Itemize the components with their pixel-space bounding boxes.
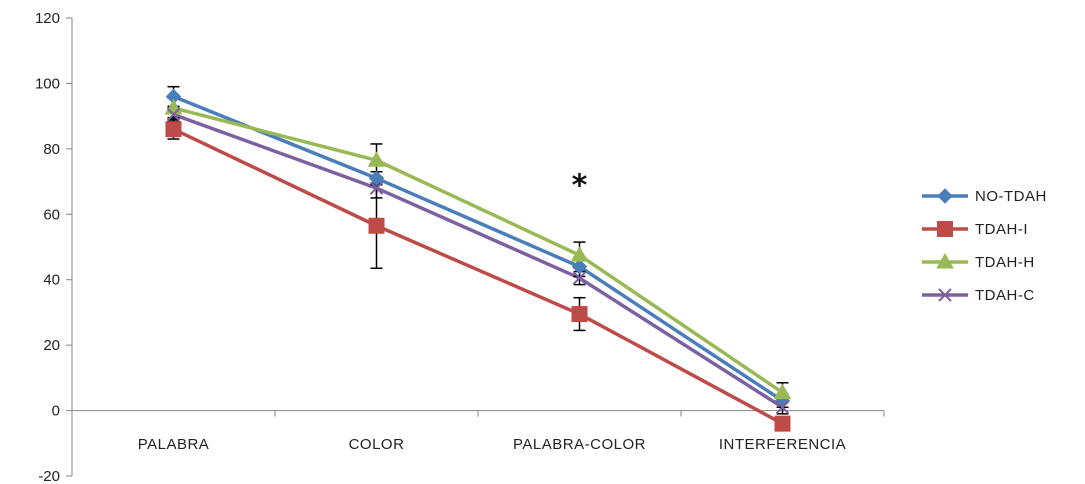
data-point-tdah-h (367, 151, 386, 167)
y-tick-label: -20 (38, 468, 60, 484)
y-tick-label: 60 (43, 206, 60, 223)
legend-item-tdah-c: TDAH-C (922, 287, 1035, 304)
series-line-tdah-c (172, 112, 784, 409)
series-line-tdah-h (173, 106, 784, 395)
data-point-tdah-i (774, 415, 791, 432)
data-point-no-tdah (571, 258, 588, 275)
legend-marker (936, 252, 954, 269)
data-point-tdah-c (369, 181, 384, 195)
legend-label: TDAH-H (975, 254, 1035, 271)
legend-item-tdah-h: TDAH-H (922, 252, 1035, 271)
plot-area: -20 0 20 40 60 80 100 120 PALABRA COLOR PALABRA-CO… (35, 10, 885, 484)
series-line-no-tdah (172, 94, 784, 403)
legend-label: TDAH-C (975, 287, 1035, 304)
y-tick-label: 0 (52, 403, 60, 420)
legend: NO-TDAH TDAH-I TDAH-H TDAH-C (922, 188, 1047, 304)
legend-label: TDAH-I (975, 221, 1028, 238)
data-point-tdah-i (571, 306, 588, 323)
data-point-tdah-c (572, 271, 587, 285)
legend-item-tdah-i: TDAH-I (922, 221, 1028, 238)
x-category-label: PALABRA (138, 436, 210, 453)
data-point-tdah-h (773, 383, 792, 400)
data-point-tdah-i (165, 121, 182, 138)
data-point-tdah-c (166, 107, 181, 122)
y-tick-label: 100 (35, 75, 60, 92)
legend-marker (937, 188, 953, 204)
y-tick-label: 120 (35, 10, 60, 27)
series-line-tdah-i (172, 127, 784, 426)
data-point-tdah-c (775, 400, 790, 415)
x-category-label: PALABRA-COLOR (513, 436, 646, 453)
data-point-tdah-i (368, 217, 385, 234)
x-category-label: INTERFERENCIA (719, 436, 846, 453)
significance-asterisk: * (572, 169, 588, 204)
legend-marker (937, 221, 953, 237)
legend-marker (938, 288, 952, 302)
data-point-no-tdah (368, 170, 385, 187)
y-tick-label: 20 (43, 337, 60, 354)
y-tick-label: 40 (43, 272, 60, 289)
data-point-tdah-h (570, 246, 589, 262)
x-category-label: COLOR (349, 436, 405, 453)
legend-label: NO-TDAH (975, 188, 1047, 205)
legend-item-no-tdah: NO-TDAH (922, 188, 1047, 205)
y-tick-label: 80 (43, 141, 60, 158)
